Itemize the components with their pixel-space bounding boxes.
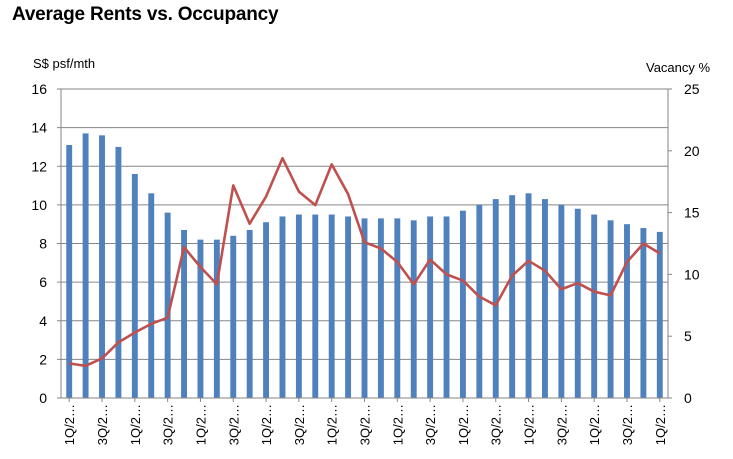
- bar: [181, 229, 187, 398]
- y-tick-label: 8: [39, 236, 47, 252]
- x-tick-label: 3Q/2…: [620, 404, 635, 445]
- bar: [377, 218, 384, 398]
- bar: [656, 231, 663, 398]
- bar: [525, 193, 532, 398]
- bar: [427, 216, 434, 398]
- y-tick-label: 10: [684, 266, 700, 282]
- y-tick-label: 12: [31, 158, 47, 174]
- y-tick-label: 2: [39, 351, 47, 367]
- bar: [443, 216, 450, 398]
- y-ticks-left: 0 2 4 6 8 10 12 14 16: [31, 81, 61, 406]
- bar: [640, 228, 647, 398]
- bar: [246, 229, 253, 398]
- bar: [82, 133, 89, 398]
- bar: [99, 135, 105, 398]
- bar: [361, 218, 368, 398]
- bar: [164, 212, 171, 398]
- x-tick-label: 3Q/2…: [226, 404, 241, 445]
- x-ticks: 1Q/2… 3Q/2… 1Q/2… 3Q/2… 1Q/2… 3Q/2… 1Q/2… 3Q/2……: [62, 398, 668, 445]
- bar: [476, 204, 483, 398]
- y-tick-label: 16: [31, 81, 47, 97]
- x-tick-label: 3Q/2…: [358, 404, 373, 445]
- y-tick-label: 10: [31, 197, 47, 213]
- bar: [312, 214, 319, 398]
- y-ticks-right: 0 5 10 15 20 25: [668, 81, 700, 406]
- bar: [459, 210, 466, 398]
- line-series: [69, 156, 661, 368]
- y-tick-label: 6: [39, 274, 47, 290]
- bar: [558, 204, 565, 398]
- y-axis-left-label: S$ psf/mth: [33, 56, 96, 71]
- y-tick-label: 14: [31, 120, 47, 136]
- y-tick-label: 4: [39, 313, 47, 329]
- bar: [542, 199, 548, 398]
- bar: [394, 218, 401, 398]
- bar: [66, 145, 73, 398]
- x-tick-label: 3Q/2…: [423, 404, 438, 445]
- bar: [591, 214, 598, 398]
- x-tick-label: 1Q/2…: [587, 404, 602, 445]
- x-tick-label: 1Q/2…: [128, 404, 143, 445]
- y-tick-label: 25: [684, 81, 700, 97]
- bar: [607, 220, 614, 398]
- x-tick-label: 3Q/2…: [489, 404, 504, 445]
- x-tick-label: 3Q/2…: [554, 404, 569, 445]
- x-tick-label: 3Q/2…: [292, 404, 307, 445]
- bar: [345, 216, 352, 398]
- chart-title: Average Rents vs. Occupancy: [12, 4, 279, 25]
- y-tick-label: 15: [684, 205, 700, 221]
- x-tick-label: 3Q/2…: [95, 404, 110, 445]
- bar: [131, 173, 138, 398]
- bar: [279, 216, 286, 398]
- bar: [410, 220, 417, 398]
- bar: [213, 239, 220, 398]
- x-tick-label: 3Q/2…: [161, 404, 176, 445]
- x-tick-label: 1Q/2…: [193, 404, 208, 445]
- bar: [263, 222, 270, 398]
- x-tick-label: 1Q/2…: [456, 404, 471, 445]
- x-tick-label: 1Q/2…: [653, 404, 668, 445]
- bar: [115, 146, 122, 398]
- y-tick-label: 0: [684, 390, 692, 406]
- x-tick-label: 1Q/2…: [259, 404, 274, 445]
- y-tick-label: 0: [39, 390, 47, 406]
- y-tick-label: 20: [684, 143, 700, 159]
- bar: [624, 224, 630, 398]
- bar: [230, 235, 237, 398]
- bar: [492, 199, 499, 398]
- bar-series: [66, 133, 663, 398]
- bar: [328, 214, 335, 398]
- x-tick-label: 1Q/2…: [325, 404, 340, 445]
- bar: [509, 195, 516, 398]
- vacancy-line: [69, 156, 661, 368]
- bar: [295, 214, 302, 398]
- bar: [574, 208, 581, 398]
- y-axis-right-label: Vacancy %: [646, 60, 711, 75]
- x-tick-label: 1Q/2…: [390, 404, 405, 445]
- bar: [148, 193, 155, 398]
- x-tick-label: 1Q/2…: [62, 404, 77, 445]
- bar: [197, 239, 204, 398]
- x-tick-label: 1Q/2…: [522, 404, 537, 445]
- y-tick-label: 5: [684, 328, 692, 344]
